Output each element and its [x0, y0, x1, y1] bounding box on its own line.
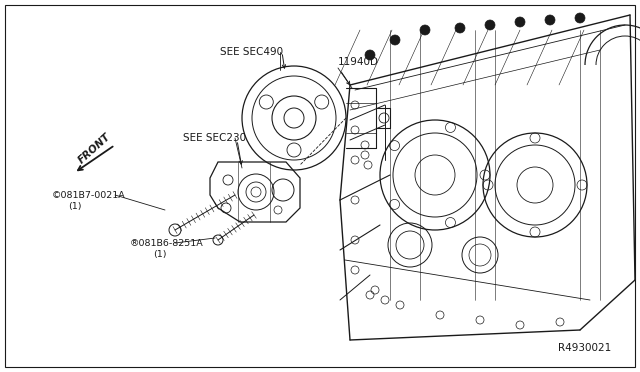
Text: R4930021: R4930021 [558, 343, 611, 353]
Text: (1): (1) [153, 250, 166, 260]
Circle shape [575, 13, 585, 23]
Text: SEE SEC490: SEE SEC490 [220, 47, 283, 57]
Circle shape [545, 15, 555, 25]
Circle shape [365, 50, 375, 60]
Text: ®081B6-8251A: ®081B6-8251A [130, 238, 204, 247]
Circle shape [455, 23, 465, 33]
Circle shape [390, 35, 400, 45]
Text: 11940D: 11940D [338, 57, 379, 67]
Circle shape [485, 20, 495, 30]
Text: ©081B7-0021A: ©081B7-0021A [52, 190, 125, 199]
Text: FRONT: FRONT [77, 131, 113, 165]
Text: (1): (1) [68, 202, 81, 212]
Text: SEE SEC230: SEE SEC230 [183, 133, 246, 143]
Circle shape [420, 25, 430, 35]
Circle shape [515, 17, 525, 27]
